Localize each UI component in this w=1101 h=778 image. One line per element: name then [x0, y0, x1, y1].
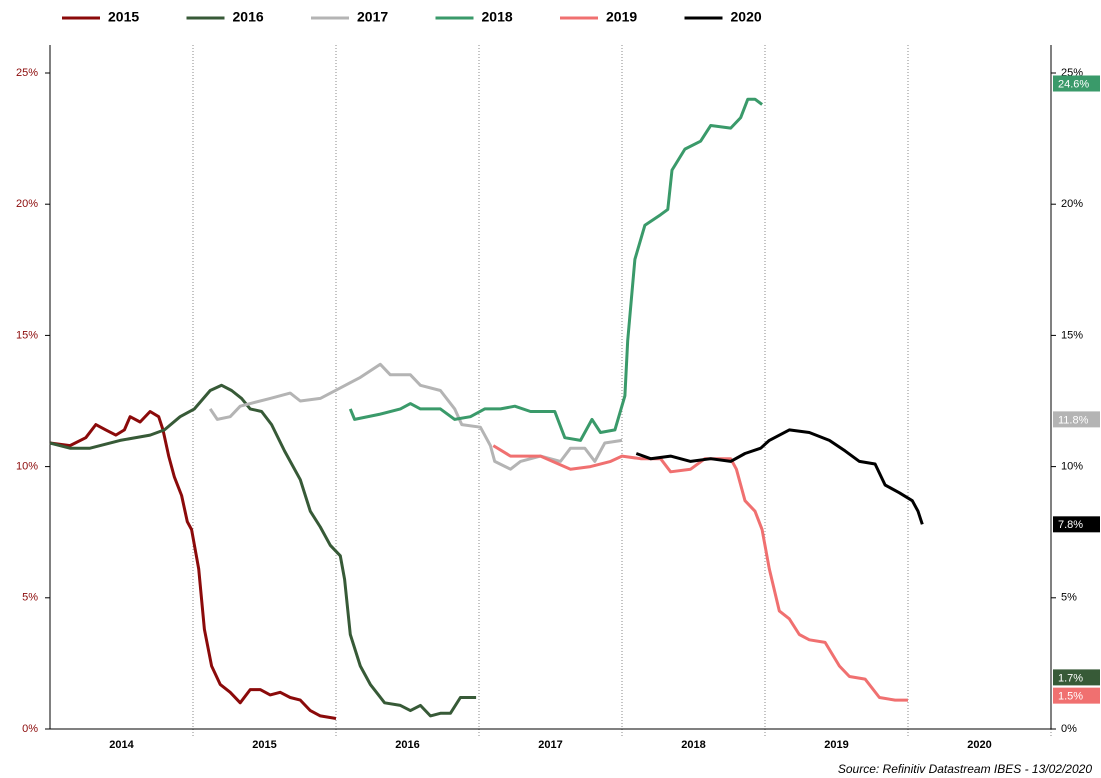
- end-label-box: [1053, 516, 1100, 533]
- y2-tick-label: 5%: [1061, 592, 1077, 604]
- x-tick-label: 2017: [538, 739, 562, 751]
- y2-tick-label: 15%: [1061, 329, 1083, 341]
- end-label: 7.8%: [1058, 519, 1083, 531]
- legend-text: 2017: [357, 9, 388, 25]
- end-label: 24.6%: [1058, 78, 1089, 90]
- y-tick-label: 20%: [16, 198, 38, 210]
- series-line: [492, 444, 908, 702]
- x-tick-label: 2014: [109, 739, 134, 751]
- x-tick-label: 2018: [681, 739, 705, 751]
- y-tick-label: 25%: [16, 67, 38, 79]
- y-tick-label: 0%: [22, 723, 38, 735]
- x-tick-label: 2020: [967, 739, 991, 751]
- end-label-box: [1053, 75, 1100, 92]
- x-tick-label: 2015: [252, 739, 276, 751]
- end-label-box: [1053, 687, 1100, 704]
- end-label-box: [1053, 411, 1100, 428]
- end-label: 11.8%: [1058, 414, 1089, 426]
- y-tick-label: 10%: [16, 461, 38, 473]
- y-tick-label: 15%: [16, 329, 38, 341]
- end-label: 1.7%: [1058, 672, 1083, 684]
- y2-tick-label: 20%: [1061, 198, 1083, 210]
- legend-text: 2020: [731, 9, 762, 25]
- y-tick-label: 5%: [22, 592, 38, 604]
- y2-tick-label: 0%: [1061, 723, 1077, 735]
- x-tick-label: 2019: [824, 739, 848, 751]
- series-line: [635, 428, 924, 525]
- legend-text: 2018: [482, 9, 513, 25]
- end-label: 1.5%: [1058, 691, 1083, 703]
- series-line: [49, 383, 477, 718]
- series-line: [348, 97, 763, 442]
- source-note: Source: Refinitiv Datastream IBES - 13/0…: [838, 762, 1092, 776]
- legend-text: 2016: [233, 9, 264, 25]
- y2-tick-label: 10%: [1061, 461, 1083, 473]
- series-line: [208, 362, 623, 471]
- series-line: [49, 410, 337, 720]
- x-tick-label: 2016: [395, 739, 419, 751]
- legend-text: 2019: [606, 9, 637, 25]
- end-label-box: [1053, 669, 1100, 686]
- legend-text: 2015: [108, 9, 139, 25]
